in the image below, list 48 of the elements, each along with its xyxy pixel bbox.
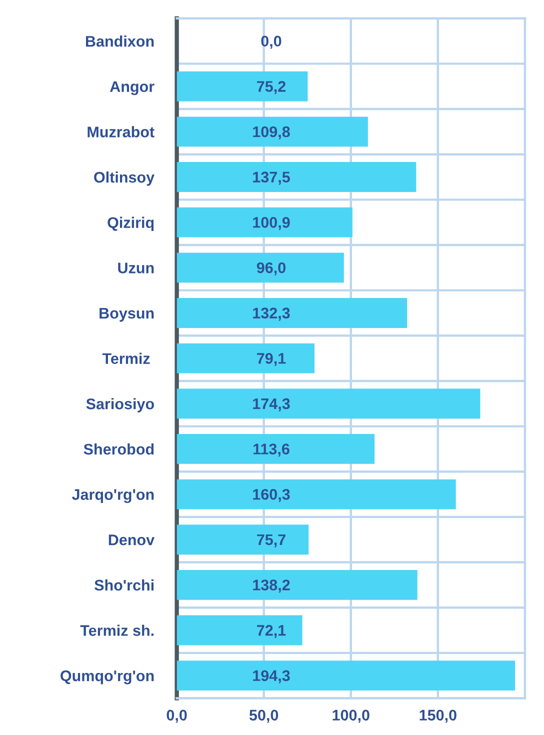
data-label: 75,7 [257,534,286,548]
data-label: 100,9 [253,217,290,230]
y-tick-label: Oltinsoy [94,171,154,186]
bar [176,71,308,102]
data-label: 0,0 [261,36,282,49]
bar [176,116,368,147]
bar [176,660,516,691]
bar [176,388,480,419]
y-tick-label: Qiziriq [108,216,154,232]
bar [176,343,314,374]
data-label: 96,0 [256,262,286,276]
data-label: 75,2 [257,81,286,94]
y-tick-label: Uzun [118,262,154,274]
data-label: 72,1 [257,624,286,638]
y-tick-label: Angor [110,81,154,96]
x-tick-label: 150,0 [420,710,456,723]
bar [176,434,375,464]
y-tick-label: Muzrabot [88,126,154,138]
bar [176,479,456,510]
x-tick-label: 100,0 [332,710,370,723]
y-tick-label: Termiz sh. [80,624,154,636]
data-label: 109,8 [253,126,290,140]
data-label: 194,3 [253,670,290,684]
y-tick-label: Sariosiyo [86,398,154,412]
data-label: 113,6 [254,444,290,457]
bar [176,298,408,328]
y-tick-label: Termiz [102,352,150,364]
data-label: 138,2 [253,580,290,593]
y-tick-label: Sherobod [84,443,154,455]
data-label: 132,3 [253,308,290,321]
y-tick-label: Qumqo'rg'on [60,670,154,684]
data-label: 174,3 [253,398,290,412]
data-label: 79,1 [257,352,286,366]
y-tick-label: Jarqo'rg'on [72,489,154,504]
bar [176,570,418,600]
x-tick-label: 0,0 [166,710,187,723]
bar [176,162,416,192]
x-tick-label: 50,0 [249,710,278,723]
data-label: 137,5 [253,172,290,185]
y-tick-label: Denov [108,534,155,546]
data-label: 160,3 [253,488,290,502]
y-tick-label: Bandixon [86,36,154,47]
y-tick-label: Boysun [100,308,154,322]
bar [176,207,352,238]
bar [176,524,309,555]
bar [176,252,344,283]
bar [176,615,302,646]
y-tick-label: Sho'rchi [94,579,154,591]
